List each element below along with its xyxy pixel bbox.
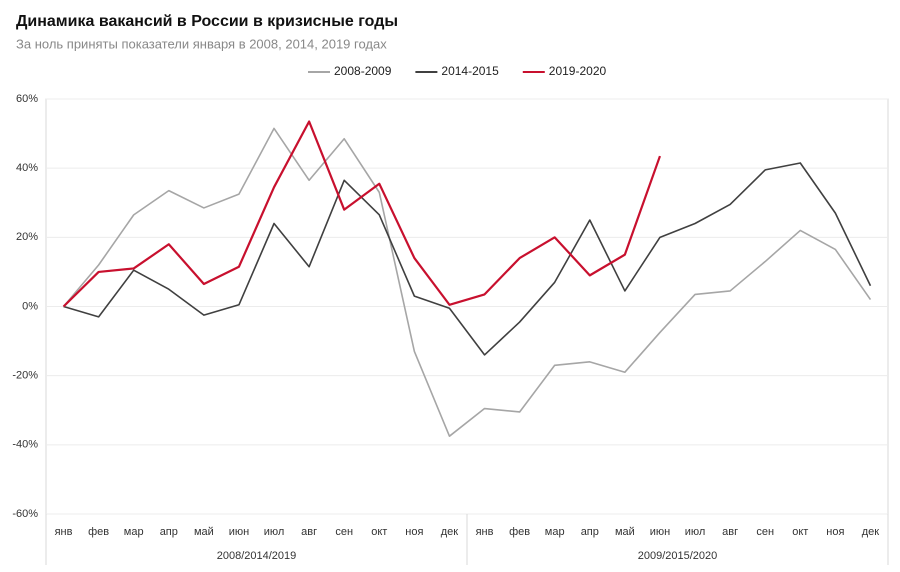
x-tick-label: авг xyxy=(722,526,738,538)
x-tick-label: апр xyxy=(160,526,178,538)
x-tick-label: мар xyxy=(545,526,565,538)
x-tick-label: мар xyxy=(124,526,144,538)
series-line xyxy=(62,120,661,308)
x-tick-label: ноя xyxy=(826,526,844,538)
chart-title: Динамика вакансий в России в кризисные г… xyxy=(16,13,398,30)
y-tick-label: -60% xyxy=(12,508,38,520)
x-tick-label: июн xyxy=(650,526,670,538)
y-tick-label: 40% xyxy=(16,162,38,174)
group-label: 2008/2014/2019 xyxy=(217,550,297,562)
x-tick-label: окт xyxy=(792,526,808,538)
legend-label: 2014-2015 xyxy=(441,64,499,78)
x-tick-label: янв xyxy=(476,526,494,538)
x-tick-label: фев xyxy=(88,526,109,538)
chart-subtitle: За ноль приняты показатели января в 2008… xyxy=(16,36,387,51)
x-tick-label: окт xyxy=(371,526,387,538)
x-tick-label: май xyxy=(194,526,214,538)
y-tick-label: 0% xyxy=(22,300,38,312)
x-tick-label: сен xyxy=(756,526,774,538)
x-tick-label: июн xyxy=(229,526,249,538)
y-tick-label: 60% xyxy=(16,93,38,105)
x-tick-label: дек xyxy=(441,526,459,538)
x-tick-label: июл xyxy=(264,526,285,538)
x-tick-label: ноя xyxy=(405,526,423,538)
x-tick-label: апр xyxy=(581,526,599,538)
y-tick-label: -20% xyxy=(12,370,38,382)
legend-label: 2008-2009 xyxy=(334,64,392,78)
x-tick-label: май xyxy=(615,526,635,538)
series-line xyxy=(63,162,872,356)
x-tick-label: дек xyxy=(862,526,880,538)
y-tick-label: -40% xyxy=(12,439,38,451)
group-label: 2009/2015/2020 xyxy=(638,550,718,562)
x-tick-label: сен xyxy=(335,526,353,538)
series-line xyxy=(62,127,872,437)
x-tick-label: июл xyxy=(685,526,706,538)
x-tick-label: фев xyxy=(509,526,530,538)
x-tick-label: авг xyxy=(301,526,317,538)
y-tick-label: 20% xyxy=(16,231,38,243)
legend-label: 2019-2020 xyxy=(549,64,607,78)
x-tick-label: янв xyxy=(55,526,73,538)
